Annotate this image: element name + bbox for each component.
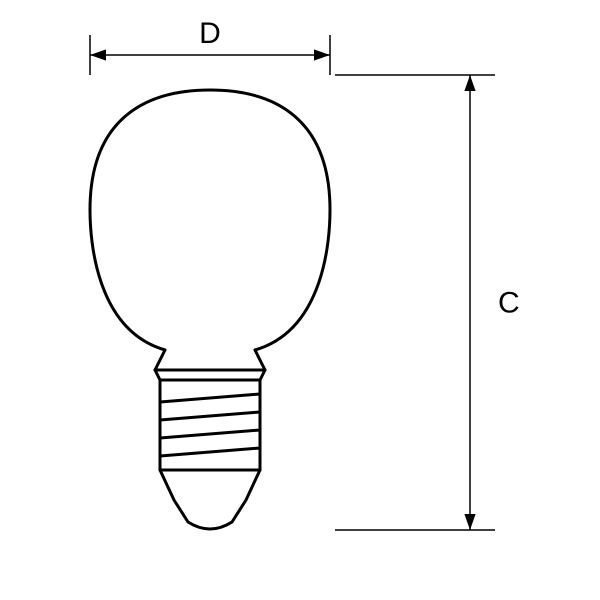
bulb-collar [155,350,265,370]
dimension-c-label: C [498,287,520,320]
bulb-dimension-diagram: DC [0,0,600,600]
dimension-d-label: D [199,17,221,50]
bulb-base-contact [160,470,260,529]
bulb-glass [90,90,330,350]
